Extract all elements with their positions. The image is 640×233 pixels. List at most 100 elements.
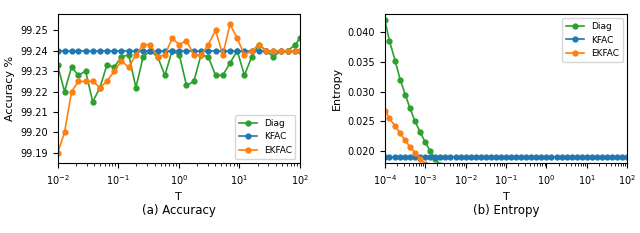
EKFAC <box>381 109 388 112</box>
EKFAC <box>401 139 409 142</box>
EKFAC <box>68 90 76 93</box>
EKFAC <box>391 125 399 127</box>
Y-axis label: Entropy: Entropy <box>332 67 342 110</box>
EKFAC <box>89 80 97 83</box>
Diag <box>54 64 61 66</box>
KFAC <box>401 156 409 158</box>
EKFAC <box>284 49 292 52</box>
EKFAC <box>82 80 90 83</box>
KFAC <box>613 156 621 158</box>
Diag <box>447 175 454 178</box>
Diag <box>477 199 484 202</box>
KFAC <box>588 156 596 158</box>
KFAC <box>168 49 176 52</box>
EKFAC <box>412 151 419 154</box>
Diag <box>568 225 575 228</box>
KFAC <box>412 156 419 158</box>
Diag <box>277 49 285 52</box>
EKFAC <box>578 230 586 233</box>
Diag <box>182 84 190 87</box>
KFAC <box>623 156 631 158</box>
KFAC <box>492 156 500 158</box>
Diag <box>284 49 292 52</box>
Diag <box>291 43 299 46</box>
Diag <box>508 213 515 216</box>
EKFAC <box>482 208 490 210</box>
Y-axis label: Accuracy %: Accuracy % <box>4 56 15 121</box>
EKFAC <box>61 131 68 134</box>
EKFAC <box>417 158 424 160</box>
Diag <box>426 150 434 153</box>
KFAC <box>212 49 220 52</box>
EKFAC <box>492 212 500 215</box>
Diag <box>74 74 82 77</box>
KFAC <box>61 49 68 52</box>
Diag <box>593 227 601 230</box>
KFAC <box>197 49 205 52</box>
KFAC <box>487 156 495 158</box>
KFAC <box>255 49 263 52</box>
KFAC <box>262 49 270 52</box>
EKFAC <box>385 117 393 120</box>
Diag <box>527 219 535 222</box>
EKFAC <box>512 219 520 222</box>
EKFAC <box>598 231 606 233</box>
EKFAC <box>175 43 183 46</box>
EKFAC <box>262 49 270 52</box>
KFAC <box>385 156 393 158</box>
Diag <box>462 189 470 192</box>
KFAC <box>161 49 169 52</box>
Diag <box>467 193 474 195</box>
Diag <box>296 37 304 40</box>
Diag <box>396 78 404 81</box>
KFAC <box>277 49 285 52</box>
EKFAC <box>436 178 444 181</box>
Diag <box>548 223 556 225</box>
EKFAC <box>532 224 540 227</box>
KFAC <box>497 156 505 158</box>
Diag <box>147 49 154 52</box>
KFAC <box>103 49 111 52</box>
EKFAC <box>538 226 545 228</box>
EKFAC <box>212 29 220 32</box>
KFAC <box>54 49 61 52</box>
EKFAC <box>477 205 484 208</box>
EKFAC <box>182 39 190 42</box>
EKFAC <box>219 53 227 56</box>
EKFAC <box>277 49 285 52</box>
KFAC <box>568 156 575 158</box>
KFAC <box>82 49 90 52</box>
KFAC <box>431 156 439 158</box>
KFAC <box>618 156 626 158</box>
KFAC <box>457 156 465 158</box>
Diag <box>487 205 495 207</box>
EKFAC <box>291 49 299 52</box>
KFAC <box>296 49 304 52</box>
KFAC <box>68 49 76 52</box>
Diag <box>421 141 429 144</box>
EKFAC <box>421 163 429 166</box>
Diag <box>563 224 570 227</box>
EKFAC <box>204 43 212 46</box>
KFAC <box>527 156 535 158</box>
Diag <box>583 226 591 229</box>
Diag <box>68 66 76 69</box>
EKFAC <box>502 216 510 219</box>
Line: Diag: Diag <box>55 36 303 104</box>
Diag <box>532 220 540 223</box>
EKFAC <box>457 193 465 196</box>
KFAC <box>482 156 490 158</box>
EKFAC <box>269 49 277 52</box>
EKFAC <box>226 23 234 26</box>
KFAC <box>118 49 125 52</box>
Diag <box>168 49 176 52</box>
Diag <box>543 222 550 225</box>
Diag <box>603 227 611 230</box>
KFAC <box>578 156 586 158</box>
EKFAC <box>557 229 565 231</box>
EKFAC <box>593 230 601 233</box>
KFAC <box>291 49 299 52</box>
Diag <box>457 185 465 188</box>
EKFAC <box>147 43 154 46</box>
KFAC <box>543 156 550 158</box>
